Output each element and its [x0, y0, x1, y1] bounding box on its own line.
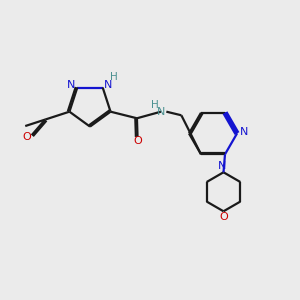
Text: O: O: [133, 136, 142, 146]
Text: N: N: [157, 107, 165, 117]
Text: O: O: [22, 132, 31, 142]
Text: N: N: [67, 80, 75, 90]
Text: N: N: [104, 80, 112, 90]
Text: N: N: [239, 127, 248, 137]
Text: N: N: [218, 161, 226, 171]
Text: O: O: [219, 212, 228, 222]
Text: H: H: [151, 100, 159, 110]
Text: H: H: [110, 72, 118, 82]
